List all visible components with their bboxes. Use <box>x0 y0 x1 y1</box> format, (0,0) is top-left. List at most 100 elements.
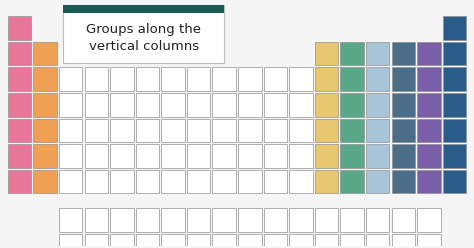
Bar <box>8 170 31 193</box>
Bar <box>33 170 57 193</box>
Bar <box>161 93 185 117</box>
Bar <box>187 144 210 168</box>
Bar <box>110 67 134 91</box>
Bar <box>443 119 466 142</box>
Bar <box>110 93 134 117</box>
Bar <box>212 93 236 117</box>
Bar <box>340 119 364 142</box>
Bar <box>417 234 441 248</box>
Bar <box>33 42 57 65</box>
Bar <box>110 234 134 248</box>
Bar <box>340 208 364 232</box>
Text: Groups along the
vertical columns: Groups along the vertical columns <box>86 23 201 53</box>
Bar <box>340 93 364 117</box>
Bar <box>8 144 31 168</box>
Bar <box>161 208 185 232</box>
Bar <box>392 144 415 168</box>
Bar <box>366 144 390 168</box>
Bar <box>289 144 313 168</box>
Bar <box>366 234 390 248</box>
Bar <box>238 67 262 91</box>
Bar <box>238 119 262 142</box>
Bar <box>289 119 313 142</box>
Bar <box>289 170 313 193</box>
Bar <box>84 234 108 248</box>
Bar <box>417 144 441 168</box>
Bar <box>187 93 210 117</box>
Bar <box>392 208 415 232</box>
Bar <box>161 144 185 168</box>
Bar <box>161 234 185 248</box>
Bar <box>238 170 262 193</box>
Bar <box>366 93 390 117</box>
Bar <box>110 119 134 142</box>
Bar <box>264 67 287 91</box>
Bar <box>84 170 108 193</box>
Bar <box>59 67 82 91</box>
Bar <box>392 234 415 248</box>
Bar <box>110 170 134 193</box>
Bar <box>340 42 364 65</box>
Bar <box>264 119 287 142</box>
Bar <box>315 119 338 142</box>
Bar <box>8 16 31 40</box>
Bar <box>340 144 364 168</box>
Bar <box>136 144 159 168</box>
Bar <box>136 93 159 117</box>
Bar <box>315 208 338 232</box>
Bar <box>366 67 390 91</box>
Bar <box>392 170 415 193</box>
Bar <box>315 67 338 91</box>
Bar <box>187 208 210 232</box>
Bar <box>392 93 415 117</box>
Bar <box>212 208 236 232</box>
Bar <box>366 208 390 232</box>
Bar <box>340 170 364 193</box>
Bar <box>84 144 108 168</box>
Bar <box>264 170 287 193</box>
Bar <box>264 93 287 117</box>
Bar <box>392 67 415 91</box>
Bar <box>289 208 313 232</box>
Bar <box>187 170 210 193</box>
Bar <box>212 67 236 91</box>
Bar <box>238 208 262 232</box>
Bar <box>315 42 338 65</box>
Bar <box>161 170 185 193</box>
Bar <box>443 170 466 193</box>
Bar <box>443 93 466 117</box>
Bar <box>84 119 108 142</box>
Bar <box>417 93 441 117</box>
Bar <box>212 144 236 168</box>
Bar <box>264 144 287 168</box>
Bar <box>59 93 82 117</box>
Bar <box>33 119 57 142</box>
Bar <box>63 4 224 63</box>
Bar <box>161 67 185 91</box>
Bar <box>366 170 390 193</box>
Bar <box>315 234 338 248</box>
Bar <box>187 67 210 91</box>
Bar <box>238 144 262 168</box>
Bar <box>187 234 210 248</box>
Bar <box>417 208 441 232</box>
Bar <box>84 208 108 232</box>
Bar <box>59 208 82 232</box>
Bar <box>84 67 108 91</box>
Bar <box>392 119 415 142</box>
Bar <box>417 42 441 65</box>
Bar <box>136 170 159 193</box>
Bar <box>59 170 82 193</box>
Bar <box>161 119 185 142</box>
Bar <box>187 119 210 142</box>
Bar <box>8 67 31 91</box>
Bar <box>238 93 262 117</box>
Bar <box>8 93 31 117</box>
Bar <box>417 119 441 142</box>
Bar <box>340 234 364 248</box>
Bar <box>366 42 390 65</box>
Bar <box>443 144 466 168</box>
Bar <box>366 119 390 142</box>
Bar <box>110 208 134 232</box>
Bar <box>59 234 82 248</box>
